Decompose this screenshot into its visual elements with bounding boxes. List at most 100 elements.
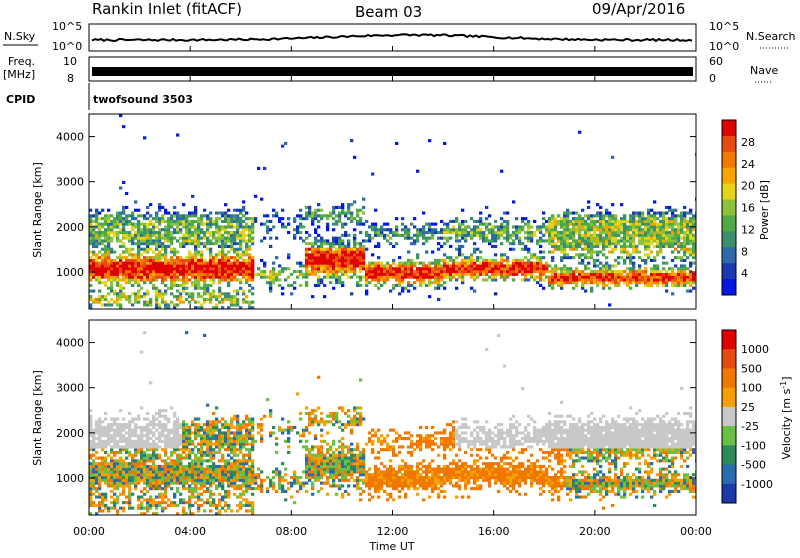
power-cell — [623, 251, 626, 254]
power-cell — [653, 273, 656, 276]
power-cell — [233, 301, 236, 304]
power-cell — [353, 259, 356, 262]
power-cell — [245, 281, 248, 284]
power-cell — [341, 259, 344, 262]
velocity-cell — [149, 448, 152, 451]
velocity-cell — [200, 473, 203, 476]
power-cell — [341, 262, 344, 265]
velocity-cell — [209, 429, 212, 432]
power-cell — [683, 242, 686, 245]
power-cell — [344, 223, 347, 226]
velocity-cell — [119, 426, 122, 429]
power-cell — [119, 298, 122, 301]
power-cell — [554, 223, 557, 226]
power-cell — [362, 245, 365, 248]
power-cell — [221, 270, 224, 273]
power-cell — [434, 278, 437, 281]
power-cell — [206, 214, 209, 217]
power-cell — [182, 264, 185, 267]
power-cell — [173, 212, 176, 215]
power-cell — [632, 223, 635, 226]
power-cell — [512, 278, 515, 281]
velocity-cell — [113, 440, 116, 443]
power-cell — [689, 276, 692, 279]
power-cell — [461, 220, 464, 223]
power-cell — [458, 262, 461, 265]
power-cell — [170, 239, 173, 242]
power-cell — [629, 281, 632, 284]
power-colorbar-cell — [722, 231, 736, 247]
power-cell — [488, 228, 491, 231]
power-cell — [197, 281, 200, 284]
power-cell — [158, 217, 161, 220]
velocity-cell — [206, 443, 209, 446]
power-cell — [323, 239, 326, 242]
power-cell — [518, 225, 521, 228]
power-cell — [605, 245, 608, 248]
power-cell — [197, 267, 200, 270]
power-cell — [248, 256, 251, 259]
velocity-cell — [164, 423, 167, 426]
power-cell — [623, 278, 626, 281]
power-cell — [593, 220, 596, 223]
velocity-cell — [176, 423, 179, 426]
power-cell — [137, 242, 140, 245]
power-cell — [293, 270, 296, 273]
power-cell — [107, 209, 110, 212]
power-cell — [161, 253, 164, 256]
velocity-cell — [134, 470, 137, 473]
power-cell — [164, 270, 167, 273]
power-cell — [116, 276, 119, 279]
velocity-cell — [149, 420, 152, 423]
power-cell — [653, 228, 656, 231]
power-cell — [197, 234, 200, 237]
velocity-cell — [221, 496, 224, 499]
nsky-trace — [92, 34, 692, 41]
freq-band — [92, 67, 693, 76]
velocity-cell — [116, 473, 119, 476]
power-cell — [119, 245, 122, 248]
power-cell — [116, 303, 119, 306]
power-cell — [143, 270, 146, 273]
power-cell — [194, 262, 197, 265]
power-cell — [680, 270, 683, 273]
velocity-cell — [155, 504, 158, 507]
power-cell — [623, 262, 626, 265]
power-cell — [524, 237, 527, 240]
power-cell — [656, 264, 659, 267]
velocity-cell — [116, 431, 119, 434]
power-cell — [104, 214, 107, 217]
power-cell — [656, 228, 659, 231]
velocity-cell — [215, 465, 218, 468]
power-cell — [95, 212, 98, 215]
power-cell — [185, 231, 188, 234]
power-cell — [608, 267, 611, 270]
power-cell — [584, 231, 587, 234]
power-cell — [155, 259, 158, 262]
power-cell — [116, 298, 119, 301]
power-cell — [656, 223, 659, 226]
power-cell — [185, 256, 188, 259]
power-cell — [212, 259, 215, 262]
power-cell — [602, 217, 605, 220]
power-cell — [110, 223, 113, 226]
power-cell — [440, 270, 443, 273]
power-cell — [680, 273, 683, 276]
power-cell — [209, 248, 212, 251]
power-cell — [686, 251, 689, 254]
velocity-cell — [215, 484, 218, 487]
velocity-cell — [113, 429, 116, 432]
velocity-cell — [149, 459, 152, 462]
power-cell — [149, 264, 152, 267]
velocity-cell — [104, 431, 107, 434]
power-cell — [173, 303, 176, 306]
velocity-cell — [101, 476, 104, 479]
velocity-cell — [104, 473, 107, 476]
velocity-cell — [143, 445, 146, 448]
velocity-cell — [209, 431, 212, 434]
power-cell — [551, 237, 554, 240]
velocity-cell — [167, 420, 170, 423]
power-cell — [584, 281, 587, 284]
velocity-cell — [107, 454, 110, 457]
power-cell — [638, 237, 641, 240]
